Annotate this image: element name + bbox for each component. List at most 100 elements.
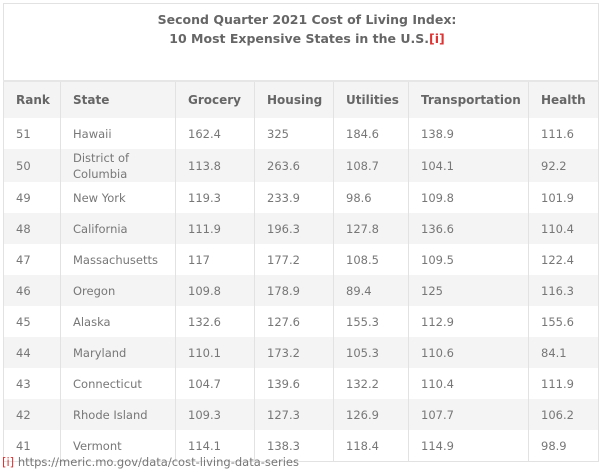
footnote-url[interactable]: https://meric.mo.gov/data/cost-living-da…: [17, 455, 299, 469]
cell-grocery: 104.7: [175, 368, 255, 399]
cell-housing: 196.3: [254, 213, 334, 244]
cell-grocery: 132.6: [175, 306, 255, 337]
table-row: 43 Connecticut 104.7 139.6 132.2 110.4 111.9: [3, 368, 599, 399]
table-row: 47 Massachusetts 117 177.2 108.5 109.5 122.4: [3, 244, 599, 275]
cell-transportation: 125: [408, 275, 529, 306]
cell-grocery: 119.3: [175, 182, 255, 213]
cell-housing: 173.2: [254, 337, 334, 368]
cell-transportation: 104.1: [408, 149, 529, 182]
cell-state: Oregon: [60, 275, 176, 306]
title-line-1: Second Quarter 2021 Cost of Living Index…: [157, 12, 457, 27]
cell-utilities: 105.3: [333, 337, 409, 368]
cell-grocery: 114.1: [175, 430, 255, 462]
table-row: 44 Maryland 110.1 173.2 105.3 110.6 84.1: [3, 337, 599, 368]
column-header-housing: Housing: [254, 81, 334, 118]
cell-rank: 46: [3, 275, 61, 306]
cell-transportation: 109.5: [408, 244, 529, 275]
cell-grocery: 162.4: [175, 118, 255, 149]
cell-transportation: 110.4: [408, 368, 529, 399]
table-row: 48 California 111.9 196.3 127.8 136.6 110.4: [3, 213, 599, 244]
cell-state: Maryland: [60, 337, 176, 368]
cell-utilities: 155.3: [333, 306, 409, 337]
cell-health: 84.1: [527, 337, 599, 368]
cell-state: Alaska: [60, 306, 176, 337]
cell-health: 111.6: [527, 118, 599, 149]
cell-rank: 47: [3, 244, 61, 275]
cell-housing: 127.6: [254, 306, 334, 337]
cell-housing: 177.2: [254, 244, 334, 275]
table-row: 42 Rhode Island 109.3 127.3 126.9 107.7 106.2: [3, 399, 599, 430]
cell-health: 98.9: [527, 430, 599, 462]
cell-state: New York: [60, 182, 176, 213]
cell-state: Vermont: [60, 430, 176, 462]
cell-grocery: 111.9: [175, 213, 255, 244]
cell-housing: 263.6: [254, 149, 334, 182]
cell-housing: 178.9: [254, 275, 334, 306]
table-row: 50 District of Columbia 113.8 263.6 108.7 104…: [3, 149, 599, 182]
cell-transportation: 110.6: [408, 337, 529, 368]
footnote-mark: [i]: [2, 455, 15, 469]
cell-state: Rhode Island: [60, 399, 176, 430]
header-row: Rank State Grocery Housing Utilities Transpor…: [3, 81, 599, 118]
cell-rank: 41: [3, 430, 61, 462]
cell-state: District of Columbia: [60, 149, 176, 182]
title-line-2: 10 Most Expensive States in the U.S.: [169, 31, 430, 46]
reference-link[interactable]: [i]: [429, 31, 445, 46]
footnote: [i] https://meric.mo.gov/data/cost-livin…: [2, 455, 299, 469]
cell-utilities: 98.6: [333, 182, 409, 213]
cell-state: California: [60, 213, 176, 244]
column-header-grocery: Grocery: [175, 81, 255, 118]
cell-utilities: 126.9: [333, 399, 409, 430]
cell-transportation: 107.7: [408, 399, 529, 430]
cell-rank: 51: [3, 118, 61, 149]
cell-health: 116.3: [527, 275, 599, 306]
table-row: 46 Oregon 109.8 178.9 89.4 125 116.3: [3, 275, 599, 306]
cost-of-living-table-container: Second Quarter 2021 Cost of Living Index…: [2, 3, 600, 462]
cell-transportation: 112.9: [408, 306, 529, 337]
cell-rank: 44: [3, 337, 61, 368]
table-row: 51 Hawaii 162.4 325 184.6 138.9 111.6: [3, 118, 599, 149]
cell-utilities: 108.7: [333, 149, 409, 182]
cell-rank: 48: [3, 213, 61, 244]
cell-transportation: 114.9: [408, 430, 529, 462]
cell-utilities: 89.4: [333, 275, 409, 306]
cell-rank: 42: [3, 399, 61, 430]
cell-rank: 45: [3, 306, 61, 337]
column-header-state: State: [60, 81, 176, 118]
cell-transportation: 138.9: [408, 118, 529, 149]
cell-grocery: 110.1: [175, 337, 255, 368]
cell-transportation: 136.6: [408, 213, 529, 244]
cell-health: 106.2: [527, 399, 599, 430]
column-header-rank: Rank: [3, 81, 61, 118]
cell-rank: 49: [3, 182, 61, 213]
column-header-utilities: Utilities: [333, 81, 409, 118]
cell-health: 92.2: [527, 149, 599, 182]
cell-grocery: 109.3: [175, 399, 255, 430]
column-header-health: Health: [527, 81, 599, 118]
cell-health: 122.4: [527, 244, 599, 275]
cell-utilities: 132.2: [333, 368, 409, 399]
cell-health: 155.6: [527, 306, 599, 337]
table-row: 45 Alaska 132.6 127.6 155.3 112.9 155.6: [3, 306, 599, 337]
cell-transportation: 109.8: [408, 182, 529, 213]
cell-state: Hawaii: [60, 118, 176, 149]
cell-grocery: 109.8: [175, 275, 255, 306]
table-title: Second Quarter 2021 Cost of Living Index…: [2, 3, 599, 82]
cell-housing: 233.9: [254, 182, 334, 213]
cell-housing: 139.6: [254, 368, 334, 399]
cost-of-living-table: Second Quarter 2021 Cost of Living Index…: [2, 3, 600, 462]
table-row: 49 New York 119.3 233.9 98.6 109.8 101.9: [3, 182, 599, 213]
cell-housing: 138.3: [254, 430, 334, 462]
cell-utilities: 127.8: [333, 213, 409, 244]
cell-health: 101.9: [527, 182, 599, 213]
column-header-transportation: Transportation: [408, 81, 529, 118]
cell-housing: 325: [254, 118, 334, 149]
cell-housing: 127.3: [254, 399, 334, 430]
cell-grocery: 113.8: [175, 149, 255, 182]
cell-rank: 50: [3, 149, 61, 182]
cell-health: 110.4: [527, 213, 599, 244]
cell-state: Massachusetts: [60, 244, 176, 275]
cell-rank: 43: [3, 368, 61, 399]
cell-utilities: 108.5: [333, 244, 409, 275]
cell-health: 111.9: [527, 368, 599, 399]
